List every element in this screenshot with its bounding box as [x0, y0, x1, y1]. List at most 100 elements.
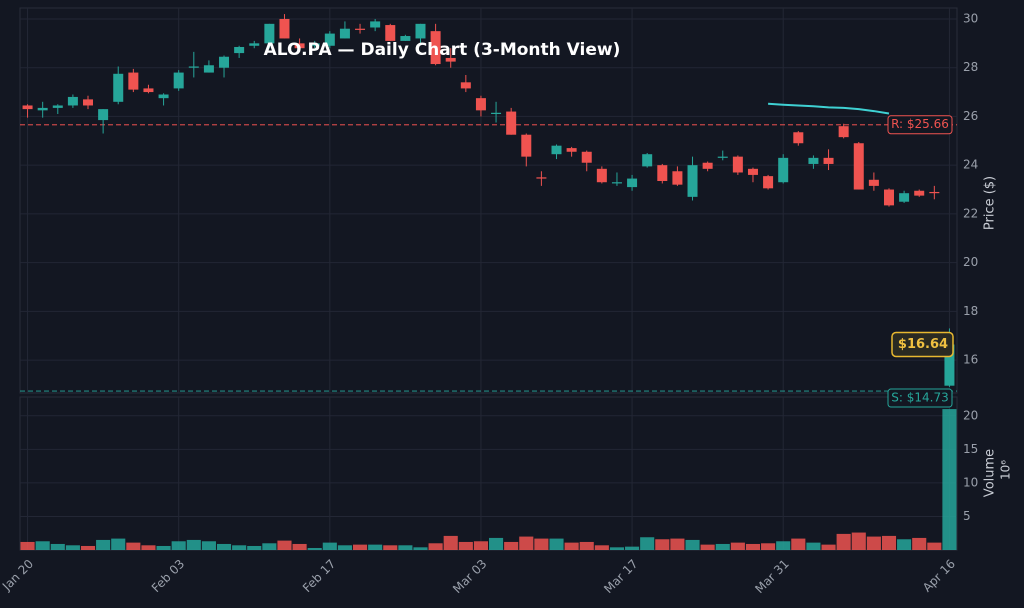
- candle-body: [279, 18, 290, 39]
- candle-body: [823, 157, 834, 164]
- y-tick-label: 22: [963, 206, 978, 220]
- candle-body: [22, 105, 33, 110]
- volume-bar: [473, 541, 488, 550]
- volume-bar: [383, 545, 398, 550]
- candle-body: [355, 28, 366, 30]
- candle-body: [596, 168, 607, 183]
- candle-body: [732, 156, 743, 173]
- candle-body: [370, 21, 381, 28]
- y-tick-label: 24: [963, 158, 978, 172]
- candle-body: [883, 189, 894, 206]
- candle-body: [430, 31, 441, 65]
- volume-bar: [307, 547, 322, 550]
- y-tick-label: 26: [963, 109, 978, 123]
- volume-bar: [897, 539, 912, 550]
- volume-panel: [19, 396, 958, 551]
- candle-body: [899, 193, 910, 202]
- volume-bar: [141, 545, 156, 550]
- volume-bar: [80, 545, 96, 550]
- volume-bar: [20, 541, 35, 550]
- candle-body: [158, 94, 169, 99]
- candle-body: [506, 111, 517, 135]
- volume-offset: 10⁶: [999, 460, 1013, 480]
- candle-body: [98, 109, 109, 121]
- volume-bar: [232, 545, 247, 550]
- candle-body: [914, 190, 925, 196]
- candle-body: [128, 72, 139, 90]
- volume-bar: [761, 543, 776, 550]
- volume-bar: [670, 538, 685, 550]
- candle-body: [203, 65, 214, 73]
- volume-axis-label: Volume: [983, 449, 998, 497]
- candle-body: [475, 98, 486, 111]
- candle-body: [551, 145, 562, 155]
- candle-body: [747, 168, 758, 175]
- y-tick-label: 16: [963, 353, 978, 367]
- resistance-label: R: $25.66: [891, 117, 949, 131]
- candle-body: [566, 148, 577, 152]
- candle-body: [219, 56, 230, 68]
- candle-body: [672, 171, 683, 185]
- resistance-label-box: [887, 115, 953, 135]
- candle-body: [173, 72, 184, 89]
- candle-body: [143, 88, 154, 93]
- volume-bar: [322, 542, 337, 550]
- volume-bar: [96, 539, 111, 550]
- candle-body: [234, 46, 245, 54]
- volume-bar: [549, 538, 564, 550]
- candle-body: [611, 182, 622, 184]
- candle-body: [929, 191, 940, 194]
- volume-bar: [836, 533, 851, 550]
- candle-body: [324, 33, 335, 46]
- price-panel: [19, 7, 958, 394]
- volume-bar: [655, 539, 670, 550]
- candle-body: [581, 151, 592, 163]
- volume-bar: [927, 542, 942, 550]
- volume-bar: [262, 543, 277, 550]
- candle-body: [536, 177, 547, 179]
- volume-bar: [625, 546, 640, 550]
- volume-bar: [791, 538, 806, 550]
- volume-bar: [277, 540, 292, 550]
- volume-bar: [428, 543, 443, 550]
- volume-bar: [730, 542, 745, 550]
- volume-bar: [111, 538, 126, 550]
- volume-bar: [201, 541, 216, 550]
- volume-bar: [247, 545, 262, 550]
- candle-body: [400, 36, 411, 41]
- volume-tick-label: 20: [963, 408, 978, 422]
- volume-tick-label: 5: [963, 509, 971, 523]
- volume-bar: [534, 538, 549, 550]
- candle-body: [627, 178, 638, 188]
- volume-bar: [398, 545, 413, 550]
- volume-bar: [609, 547, 625, 550]
- volume-bar: [942, 409, 957, 550]
- candle-body: [702, 162, 713, 169]
- y-tick-label: 30: [963, 11, 978, 25]
- volume-bar: [821, 544, 836, 550]
- volume-bar: [126, 542, 141, 550]
- candle-body: [309, 43, 320, 46]
- y-tick-label: 28: [963, 60, 978, 74]
- y-tick-label: 20: [963, 255, 978, 269]
- volume-bar: [640, 537, 655, 550]
- candle-body: [763, 176, 774, 189]
- volume-bar: [352, 544, 368, 550]
- candle-body: [521, 134, 532, 157]
- y-axis-label: Price ($): [983, 176, 998, 230]
- volume-bar: [851, 532, 866, 550]
- volume-bar: [700, 544, 715, 550]
- volume-bar: [35, 541, 50, 550]
- last-price-label: $16.64: [898, 337, 948, 352]
- support-label: S: $14.73: [891, 391, 948, 405]
- volume-bar: [715, 543, 730, 550]
- support-label-box: [887, 388, 953, 408]
- volume-bar: [912, 537, 927, 550]
- candle-body: [83, 99, 94, 106]
- volume-bar: [413, 547, 428, 550]
- candle-body: [37, 107, 48, 111]
- volume-bar: [504, 541, 519, 550]
- volume-bar: [186, 539, 201, 550]
- volume-bar: [519, 536, 534, 550]
